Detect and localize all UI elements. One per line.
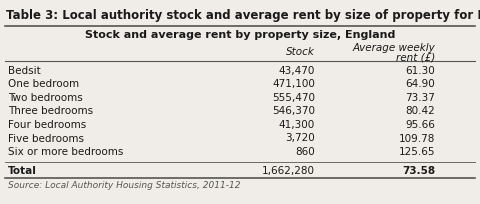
Text: Total: Total bbox=[8, 166, 37, 176]
Text: One bedroom: One bedroom bbox=[8, 79, 79, 89]
Text: Three bedrooms: Three bedrooms bbox=[8, 106, 93, 116]
Text: 95.66: 95.66 bbox=[405, 119, 435, 129]
Text: 64.90: 64.90 bbox=[405, 79, 435, 89]
Text: Two bedrooms: Two bedrooms bbox=[8, 93, 83, 102]
Text: rent (£): rent (£) bbox=[396, 52, 435, 62]
Text: 80.42: 80.42 bbox=[405, 106, 435, 116]
Text: 41,300: 41,300 bbox=[279, 119, 315, 129]
Text: 109.78: 109.78 bbox=[398, 133, 435, 143]
Text: 61.30: 61.30 bbox=[405, 66, 435, 76]
Text: Stock and average rent by property size, England: Stock and average rent by property size,… bbox=[85, 30, 395, 40]
Text: 555,470: 555,470 bbox=[272, 93, 315, 102]
Text: Five bedrooms: Five bedrooms bbox=[8, 133, 84, 143]
Text: 125.65: 125.65 bbox=[398, 146, 435, 156]
Text: 546,370: 546,370 bbox=[272, 106, 315, 116]
Text: Six or more bedrooms: Six or more bedrooms bbox=[8, 146, 123, 156]
Text: Four bedrooms: Four bedrooms bbox=[8, 119, 86, 129]
Text: 860: 860 bbox=[295, 146, 315, 156]
Text: 1,662,280: 1,662,280 bbox=[262, 166, 315, 176]
Text: Stock: Stock bbox=[286, 47, 315, 57]
Text: 73.37: 73.37 bbox=[405, 93, 435, 102]
Text: Source: Local Authority Housing Statistics, 2011-12: Source: Local Authority Housing Statisti… bbox=[8, 181, 240, 190]
Text: 73.58: 73.58 bbox=[402, 166, 435, 176]
Text: 471,100: 471,100 bbox=[272, 79, 315, 89]
Text: Table 3: Local authority stock and average rent by size of property for England,: Table 3: Local authority stock and avera… bbox=[6, 9, 480, 22]
Text: 3,720: 3,720 bbox=[285, 133, 315, 143]
Text: Bedsit: Bedsit bbox=[8, 66, 41, 76]
Text: Average weekly: Average weekly bbox=[352, 43, 435, 53]
Text: 43,470: 43,470 bbox=[278, 66, 315, 76]
